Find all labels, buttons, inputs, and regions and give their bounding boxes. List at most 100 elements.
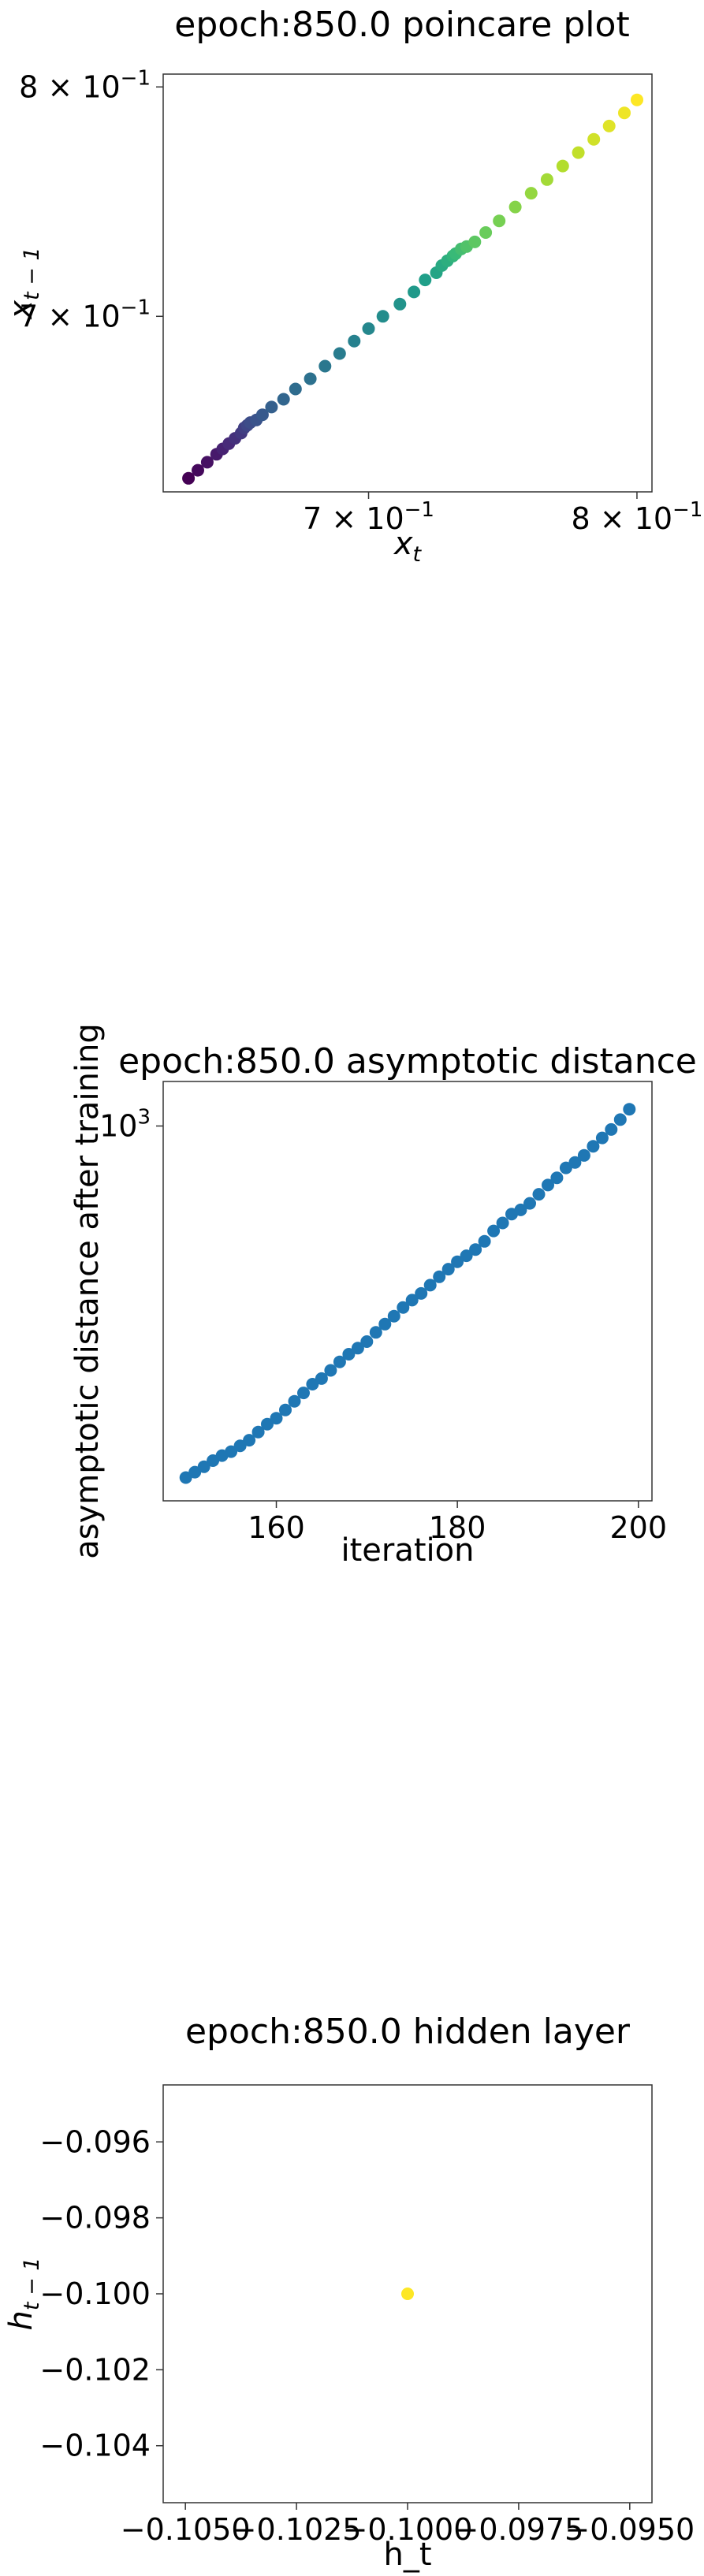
poincare-panel: epoch:850.0 poincare plot 7 × 10−1 8 × 10… xyxy=(3,5,702,567)
poincare-point xyxy=(572,146,585,159)
asymptotic-distance-x-tick-label: 160 xyxy=(248,1510,305,1545)
asymptotic-distance-point xyxy=(243,1434,256,1447)
asymptotic-distance-point xyxy=(306,1378,319,1390)
hidden-layer-y-axis-label: ht − 1 xyxy=(3,2258,44,2331)
poincare-point xyxy=(277,393,290,406)
asymptotic-distance-point xyxy=(188,1465,202,1479)
asymptotic-distance-point xyxy=(423,1279,437,1292)
poincare-point xyxy=(255,408,269,422)
asymptotic-distance-point xyxy=(441,1263,455,1276)
asymptotic-distance-title: epoch:850.0 asymptotic distance xyxy=(118,1041,697,1081)
asymptotic-distance-point xyxy=(297,1387,310,1400)
hidden-layer-y-tick-label: −0.100 xyxy=(39,2276,151,2311)
asymptotic-distance-point xyxy=(315,1372,328,1385)
asymptotic-distance-point xyxy=(288,1394,301,1408)
poincare-point xyxy=(479,226,493,239)
poincare-y-tick-label-exponent: −1 xyxy=(121,296,151,319)
poincare-point xyxy=(265,400,278,414)
hidden-layer-y-axis-label-main: h xyxy=(3,2310,39,2330)
asymptotic-distance-point xyxy=(568,1156,582,1169)
asymptotic-distance-point xyxy=(605,1122,618,1136)
asymptotic-distance-y-ticks: 103 xyxy=(99,1105,163,1143)
poincare-x-axis-label-main: x xyxy=(393,526,413,562)
asymptotic-distance-point xyxy=(550,1171,564,1185)
asymptotic-distance-point xyxy=(478,1234,491,1248)
hidden-layer-y-axis-label-subscript: t − 1 xyxy=(20,2258,44,2311)
asymptotic-distance-point xyxy=(514,1203,527,1216)
hidden-layer-y-tick-label: −0.096 xyxy=(39,2124,151,2159)
poincare-point xyxy=(200,456,214,469)
poincare-y-axis-label-main: x xyxy=(3,300,39,321)
asymptotic-distance-x-ticks: 160 180 200 xyxy=(248,1501,667,1545)
poincare-point xyxy=(524,187,538,200)
hidden-layer-x-tick-label: −0.1050 xyxy=(121,2512,251,2547)
asymptotic-distance-point xyxy=(197,1460,210,1473)
asymptotic-distance-point xyxy=(613,1113,627,1126)
poincare-point xyxy=(602,119,616,132)
asymptotic-distance-point xyxy=(360,1335,374,1348)
asymptotic-distance-plot-frame xyxy=(162,1081,653,1502)
hidden-layer-panel: epoch:850.0 hidden layer −0.1050−0.1025−… xyxy=(3,2012,695,2573)
poincare-plot-frame xyxy=(162,73,653,493)
poincare-x-tick-label-base: 7 × 10 xyxy=(303,501,404,536)
poincare-x-tick-label-exponent: −1 xyxy=(404,498,434,522)
asymptotic-distance-point xyxy=(279,1403,292,1416)
hidden-layer-y-ticks: −0.104 −0.102 −0.100 −0.098 −0.096 xyxy=(39,2124,163,2463)
poincare-point xyxy=(182,471,196,485)
poincare-point xyxy=(408,285,421,299)
asymptotic-distance-point xyxy=(179,1471,192,1484)
poincare-x-tick-label-exponent: −1 xyxy=(672,498,702,522)
poincare-point xyxy=(393,297,407,311)
asymptotic-distance-point xyxy=(587,1140,600,1153)
asymptotic-distance-point xyxy=(532,1188,546,1201)
hidden-layer-points xyxy=(401,2288,414,2300)
poincare-y-axis-label: xt − 1 xyxy=(3,247,44,320)
asymptotic-distance-point xyxy=(225,1445,238,1458)
asymptotic-distance-point xyxy=(496,1216,509,1230)
poincare-point xyxy=(192,463,204,477)
poincare-points xyxy=(182,93,643,485)
poincare-point xyxy=(493,214,506,228)
asymptotic-distance-point xyxy=(623,1103,636,1116)
asymptotic-distance-x-axis-label: iteration xyxy=(341,1532,475,1569)
asymptotic-distance-point xyxy=(415,1286,428,1300)
asymptotic-distance-point xyxy=(251,1425,265,1439)
poincare-x-axis-label: xt xyxy=(393,526,423,567)
poincare-point xyxy=(468,235,482,248)
asymptotic-distance-point xyxy=(542,1178,554,1192)
asymptotic-distance-x-tick-label: 180 xyxy=(429,1510,486,1545)
hidden-layer-x-tick-label: −0.0975 xyxy=(454,2512,584,2547)
asymptotic-distance-point xyxy=(469,1243,482,1256)
hidden-layer-y-tick-label: −0.098 xyxy=(39,2201,151,2235)
asymptotic-distance-point xyxy=(595,1131,609,1145)
hidden-layer-x-tick-label: −0.1025 xyxy=(232,2512,362,2547)
asymptotic-distance-point xyxy=(460,1249,473,1263)
poincare-point xyxy=(318,359,332,373)
poincare-y-axis-label-subscript: t − 1 xyxy=(20,247,44,300)
poincare-y-tick-label: 8 × 10−1 xyxy=(19,66,151,104)
asymptotic-distance-y-tick-label-exponent: 3 xyxy=(137,1105,151,1129)
asymptotic-distance-point xyxy=(523,1197,536,1210)
asymptotic-distance-point xyxy=(270,1412,283,1425)
asymptotic-distance-point xyxy=(387,1309,400,1323)
asymptotic-distance-y-tick-label-base: 10 xyxy=(99,1108,137,1143)
asymptotic-distance-point xyxy=(351,1342,364,1355)
asymptotic-distance-point xyxy=(261,1417,274,1431)
poincare-point xyxy=(376,310,389,323)
hidden-layer-x-tick-label: −0.0950 xyxy=(564,2512,695,2547)
poincare-point xyxy=(556,159,569,173)
asymptotic-distance-point xyxy=(369,1326,382,1339)
asymptotic-distance-point xyxy=(378,1317,392,1331)
poincare-point xyxy=(333,347,346,360)
asymptotic-distance-point xyxy=(342,1348,356,1361)
asymptotic-distance-x-tick-label: 200 xyxy=(610,1510,668,1545)
poincare-y-tick-label-base: 8 × 10 xyxy=(19,69,121,104)
poincare-x-tick-label: 7 × 10−1 xyxy=(303,498,434,536)
asymptotic-distance-panel: epoch:850.0 asymptotic distance 160 180 20… xyxy=(69,1023,697,1569)
asymptotic-distance-point xyxy=(451,1255,464,1268)
asymptotic-distance-point xyxy=(577,1148,590,1162)
hidden-layer-x-tick-label: −0.1000 xyxy=(343,2512,473,2547)
poincare-title: epoch:850.0 poincare plot xyxy=(174,5,629,45)
asymptotic-distance-point xyxy=(559,1161,572,1174)
asymptotic-distance-y-tick-label: 103 xyxy=(99,1105,151,1143)
